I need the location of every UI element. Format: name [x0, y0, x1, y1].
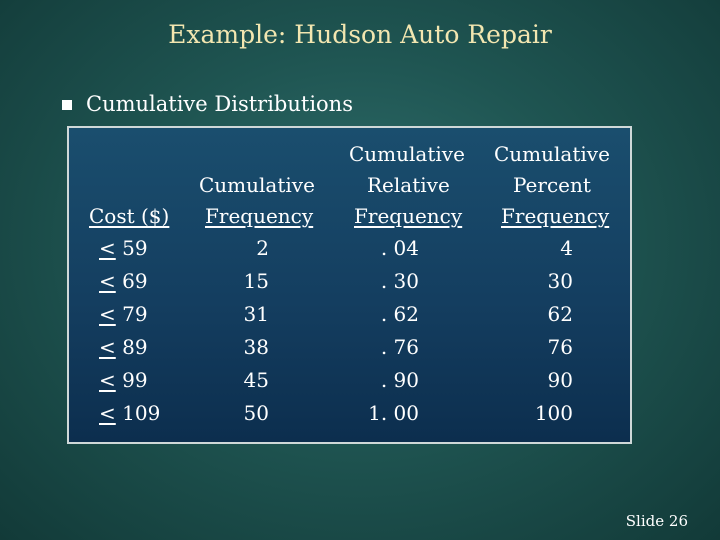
cum-rel-freq-cell: . 90: [380, 368, 419, 392]
cum-rel-freq-cell: . 62: [380, 302, 419, 326]
header-cum-rel-line2: Relative: [367, 173, 450, 197]
header-cum-pct-line3: Frequency: [501, 204, 610, 228]
cum-freq-cell: 2: [256, 236, 269, 260]
cum-rel-freq-cell: . 30: [380, 269, 419, 293]
cost-value: 69: [122, 269, 148, 293]
cum-pct-freq-cell: 30: [547, 269, 573, 293]
slide-title: Example: Hudson Auto Repair: [168, 20, 552, 49]
cost-cell: < 59: [99, 232, 148, 264]
header-cum-freq-line2: Cumulative: [199, 173, 315, 197]
header-cum-rel-line3: Frequency: [354, 204, 463, 228]
cost-value: 79: [122, 302, 148, 326]
cum-freq-cell: 38: [243, 335, 269, 359]
cumulative-distribution-table: Cumulative Cumulative Cumulative Relativ…: [67, 126, 632, 444]
cum-rel-freq-cell: . 04: [380, 236, 419, 260]
cost-cell: < 109: [99, 397, 160, 429]
cum-freq-cell: 31: [243, 302, 269, 326]
header-cum-pct-line2: Percent: [513, 173, 591, 197]
cost-value: 99: [122, 368, 148, 392]
header-cum-pct-line1: Cumulative: [494, 142, 610, 166]
cum-pct-freq-cell: 76: [547, 335, 573, 359]
cost-cell: < 99: [99, 364, 148, 396]
bullet-item: Cumulative Distributions: [62, 92, 353, 116]
less-equal-symbol: <: [99, 269, 116, 293]
cum-rel-freq-cell: . 76: [380, 335, 419, 359]
header-cost: Cost ($): [89, 204, 170, 228]
cost-cell: < 69: [99, 265, 148, 297]
less-equal-symbol: <: [99, 368, 116, 392]
cum-pct-freq-cell: 90: [547, 368, 573, 392]
less-equal-symbol: <: [99, 335, 116, 359]
cum-pct-freq-cell: 100: [534, 401, 573, 425]
less-equal-symbol: <: [99, 302, 116, 326]
slide-number: Slide 26: [625, 512, 688, 530]
square-bullet-icon: [62, 100, 72, 110]
cum-pct-freq-cell: 62: [547, 302, 573, 326]
cost-cell: < 79: [99, 298, 148, 330]
cum-freq-cell: 15: [243, 269, 269, 293]
cum-pct-freq-cell: 4: [560, 236, 573, 260]
cost-value: 59: [122, 236, 148, 260]
cum-freq-cell: 50: [243, 401, 269, 425]
cost-value: 89: [122, 335, 148, 359]
header-cum-rel-line1: Cumulative: [349, 142, 465, 166]
cum-freq-cell: 45: [243, 368, 269, 392]
cost-cell: < 89: [99, 331, 148, 363]
header-cum-freq-line3: Frequency: [205, 204, 314, 228]
less-equal-symbol: <: [99, 236, 116, 260]
bullet-text: Cumulative Distributions: [86, 92, 353, 116]
less-equal-symbol: <: [99, 401, 116, 425]
cum-rel-freq-cell: 1. 00: [368, 401, 419, 425]
cost-value: 109: [122, 401, 161, 425]
